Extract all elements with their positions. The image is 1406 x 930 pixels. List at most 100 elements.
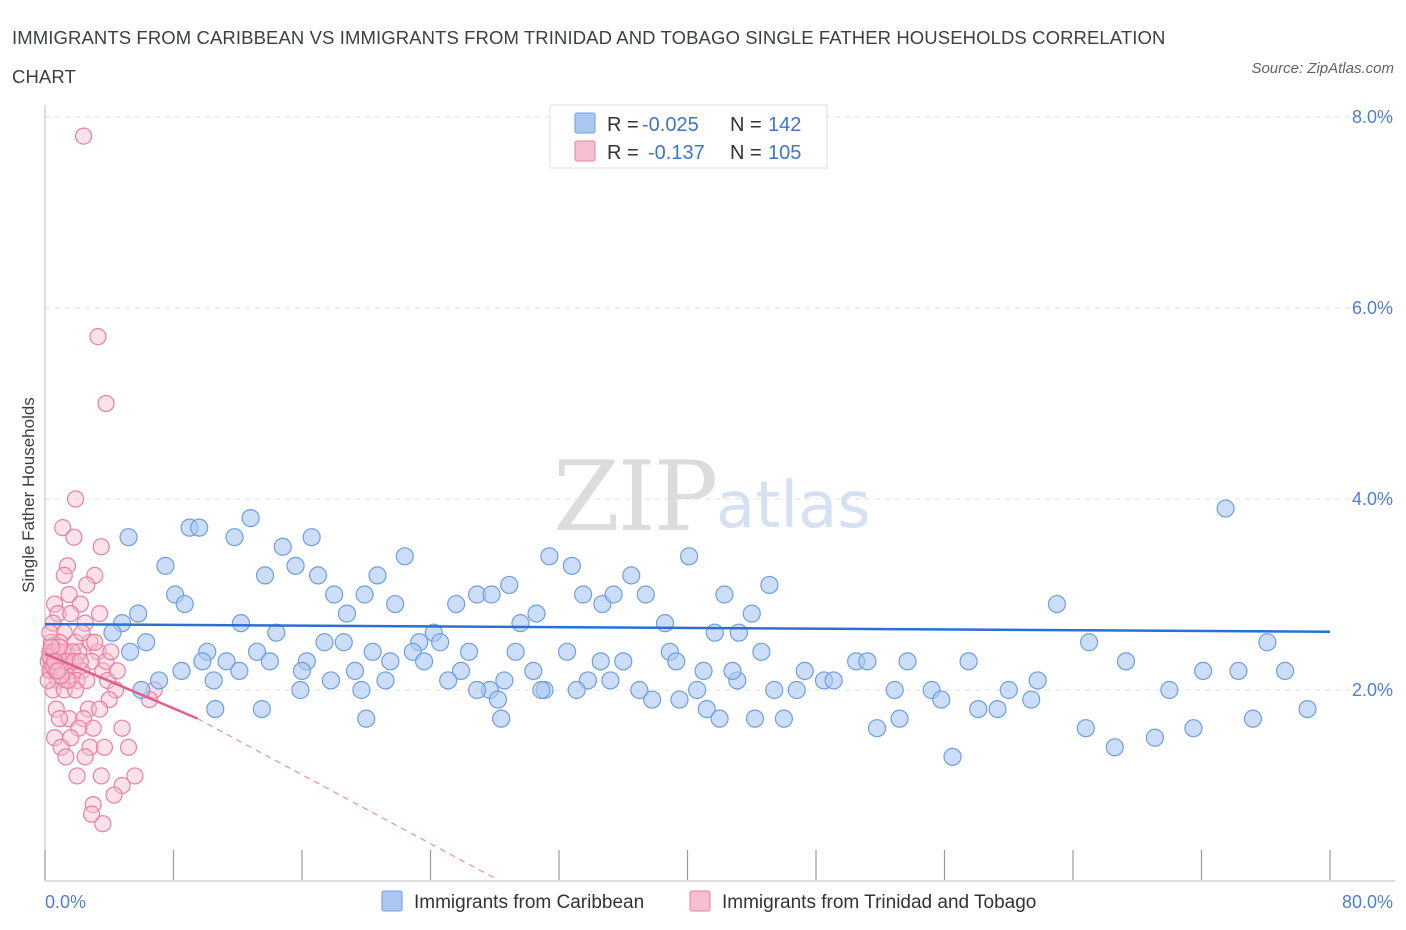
data-point (308, 566, 328, 585)
data-point (252, 699, 271, 719)
data-point (1298, 699, 1317, 719)
data-point (573, 585, 593, 604)
data-point (119, 738, 138, 756)
data-point (54, 519, 72, 537)
data-point (614, 652, 633, 671)
legend-n-value: 105 (768, 142, 801, 164)
trend-line-trinidad-tobago-extension (197, 718, 496, 879)
chart-source: Source: ZipAtlas.com (1251, 60, 1394, 77)
data-point (667, 652, 686, 671)
legend-n-label: N = (730, 142, 762, 164)
legend-r-label: R = (607, 142, 639, 164)
legend-n-value: 142 (768, 114, 801, 136)
data-point (591, 652, 610, 671)
data-point (604, 585, 623, 604)
data-point (655, 614, 675, 633)
data-point (715, 585, 734, 604)
data-point (969, 699, 988, 719)
data-point (97, 394, 115, 413)
data-point (943, 747, 962, 766)
data-point (172, 661, 191, 681)
data-point (86, 633, 104, 651)
data-point (1079, 633, 1099, 652)
data-point (376, 671, 395, 690)
data-point (622, 566, 641, 585)
data-point (1275, 661, 1295, 681)
data-point (337, 604, 357, 623)
data-point (255, 566, 275, 585)
data-point (824, 671, 843, 690)
data-point (267, 623, 286, 642)
data-point (1145, 728, 1165, 747)
data-point (352, 680, 371, 700)
legend-r-label: R = (607, 114, 639, 136)
data-point (1194, 661, 1213, 681)
data-point (66, 490, 85, 508)
data-point (42, 638, 61, 656)
data-point (1105, 738, 1124, 757)
data-point (1184, 719, 1203, 738)
legend-n-label: N = (730, 114, 762, 136)
data-point (439, 671, 458, 690)
data-point (381, 652, 400, 671)
data-point (524, 661, 543, 681)
data-point (511, 614, 530, 633)
data-point (126, 767, 144, 785)
trend-line-trinidad-tobago (44, 652, 199, 720)
data-point (74, 127, 93, 145)
data-point (885, 680, 904, 700)
data-point (1258, 633, 1277, 652)
data-point (694, 661, 713, 681)
legend-swatch-caribbean (574, 112, 596, 134)
data-point (113, 719, 131, 737)
data-point (81, 738, 99, 756)
data-point (119, 528, 138, 547)
data-point (532, 680, 551, 700)
data-point (697, 699, 716, 719)
data-point (363, 642, 382, 661)
data-point (52, 738, 70, 756)
data-point (84, 719, 102, 737)
data-point (1028, 671, 1047, 690)
data-point (447, 594, 466, 614)
data-point (1022, 690, 1041, 709)
data-point (1229, 661, 1248, 681)
data-point (431, 633, 450, 652)
data-point (710, 709, 729, 728)
data-point (495, 671, 514, 690)
bottom-legend-label-caribbean: Immigrants from Caribbean (414, 892, 644, 913)
data-point (206, 699, 225, 719)
data-point (49, 662, 67, 680)
data-point (357, 709, 376, 728)
data-point (78, 576, 96, 594)
data-point (488, 690, 508, 709)
data-point (1216, 499, 1235, 518)
data-point (500, 575, 519, 595)
data-point (557, 642, 577, 661)
data-point (241, 508, 260, 528)
data-point (890, 709, 909, 728)
data-point (325, 585, 344, 604)
series-trinidad-tobago-points (39, 127, 163, 833)
data-point (217, 652, 236, 671)
stats-legend: R = -0.025 N = 142 R = -0.137 N = 105 (549, 104, 828, 169)
data-point (92, 538, 110, 556)
data-point (102, 643, 120, 661)
data-point (932, 690, 951, 709)
data-point (47, 700, 65, 718)
data-point (302, 528, 321, 547)
data-point (82, 805, 101, 823)
data-point (999, 680, 1018, 700)
data-point (91, 700, 109, 718)
data-point (386, 594, 405, 614)
data-point (321, 671, 341, 690)
watermark-atlas: atlas (716, 469, 871, 543)
y-tick-label-2: 6.0% (1352, 298, 1393, 318)
data-point (867, 719, 887, 738)
chart-title: IMMIGRANTS FROM CARIBBEAN VS IMMIGRANTS … (12, 27, 1166, 87)
data-point (795, 661, 814, 681)
data-point (55, 566, 73, 585)
data-point (1160, 680, 1179, 700)
data-point (723, 661, 742, 681)
